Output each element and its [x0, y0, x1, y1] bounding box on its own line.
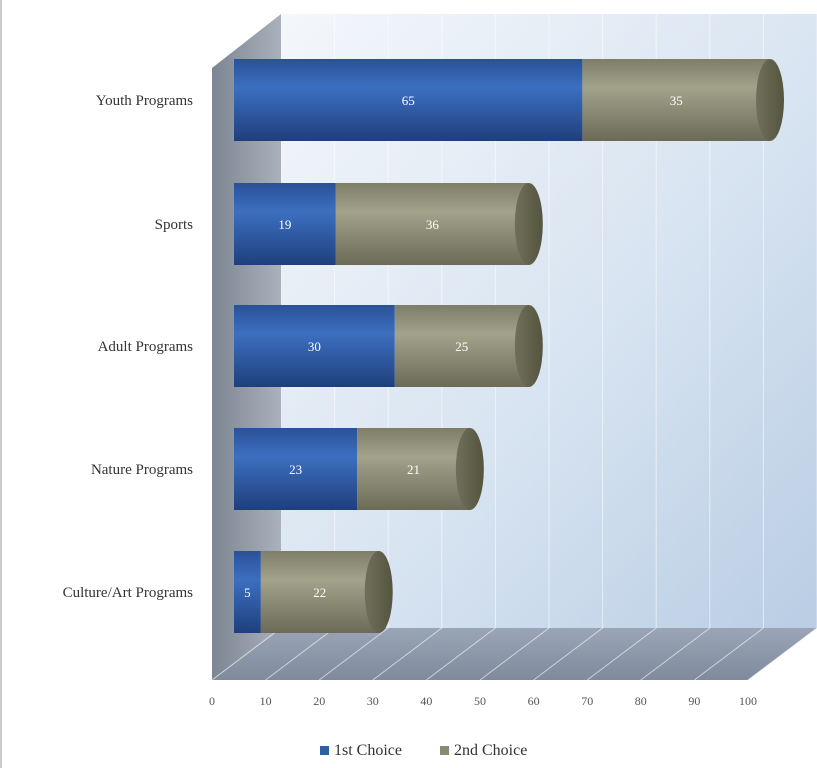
bar-end-cap [364, 551, 393, 633]
data-label: 25 [455, 339, 468, 354]
x-tick-label: 100 [739, 694, 757, 708]
bar-segment [234, 59, 583, 141]
bar-end-cap [756, 59, 784, 141]
category-label: Youth Programs [96, 93, 193, 109]
bar-segment [357, 428, 470, 510]
bar-segment [582, 59, 770, 141]
legend: 1st Choice 2nd Choice [320, 742, 527, 759]
floor-gridline [533, 627, 603, 681]
x-tick-label: 20 [313, 694, 325, 708]
data-label: 30 [308, 339, 321, 354]
data-label: 22 [313, 585, 326, 600]
x-tick-label: 10 [260, 694, 272, 708]
category-labels: Youth Programs Sports Adult Programs Nature… [63, 93, 194, 601]
x-tick-label: 50 [474, 694, 486, 708]
data-label: 21 [407, 462, 420, 477]
data-label: 19 [278, 217, 291, 232]
bar-end-cap [514, 183, 543, 265]
x-tick-label: 70 [581, 694, 593, 708]
bar-segment [260, 551, 379, 633]
floor-gridline [694, 627, 764, 681]
bar-segment [234, 551, 261, 633]
category-label: Nature Programs [91, 462, 193, 478]
legend-swatch [320, 746, 329, 755]
category-label: Adult Programs [98, 339, 194, 355]
data-label: 35 [670, 93, 683, 108]
x-tick-label: 90 [688, 694, 700, 708]
data-label: 5 [244, 585, 251, 600]
bar-left-edge [234, 59, 240, 141]
floor-gridline [426, 627, 496, 681]
floor-gridline [479, 627, 550, 681]
floor-gridline [372, 627, 443, 681]
x-tick-label: 40 [420, 694, 432, 708]
bars: 65 35 19 36 30 25 23 21 5 22 [234, 59, 784, 633]
bar-left-edge [234, 183, 240, 265]
category-label: Culture/Art Programs [63, 585, 194, 601]
bar-segment [234, 183, 336, 265]
data-label: 23 [289, 462, 302, 477]
floor-gridline [747, 627, 817, 681]
floor-gridline [318, 627, 389, 681]
legend-label: 2nd Choice [454, 742, 527, 759]
bar-end-cap [455, 428, 484, 510]
floor-gridline [211, 627, 282, 681]
bar-left-edge [234, 428, 240, 510]
legend-label: 1st Choice [334, 742, 402, 759]
legend-swatch [440, 746, 449, 755]
floor-gridline [586, 627, 657, 681]
x-axis-ticks: 0 10 20 30 40 50 60 70 80 90 100 [209, 694, 757, 708]
bar-segment [234, 428, 358, 510]
category-label: Sports [155, 217, 194, 233]
bar-segment [335, 183, 529, 265]
data-label: 65 [402, 93, 415, 108]
x-tick-label: 80 [635, 694, 647, 708]
bar-segment [394, 305, 529, 387]
floor-gridline [640, 627, 711, 681]
floor-gridlines [211, 627, 817, 681]
x-tick-label: 30 [367, 694, 379, 708]
data-label: 36 [426, 217, 440, 232]
x-tick-label: 60 [528, 694, 540, 708]
floor-gridline [265, 627, 335, 681]
bar-segment [234, 305, 395, 387]
bar-end-cap [514, 305, 543, 387]
bar-left-edge [234, 305, 240, 387]
x-tick-label: 0 [209, 694, 215, 708]
bar-left-edge [234, 551, 240, 633]
